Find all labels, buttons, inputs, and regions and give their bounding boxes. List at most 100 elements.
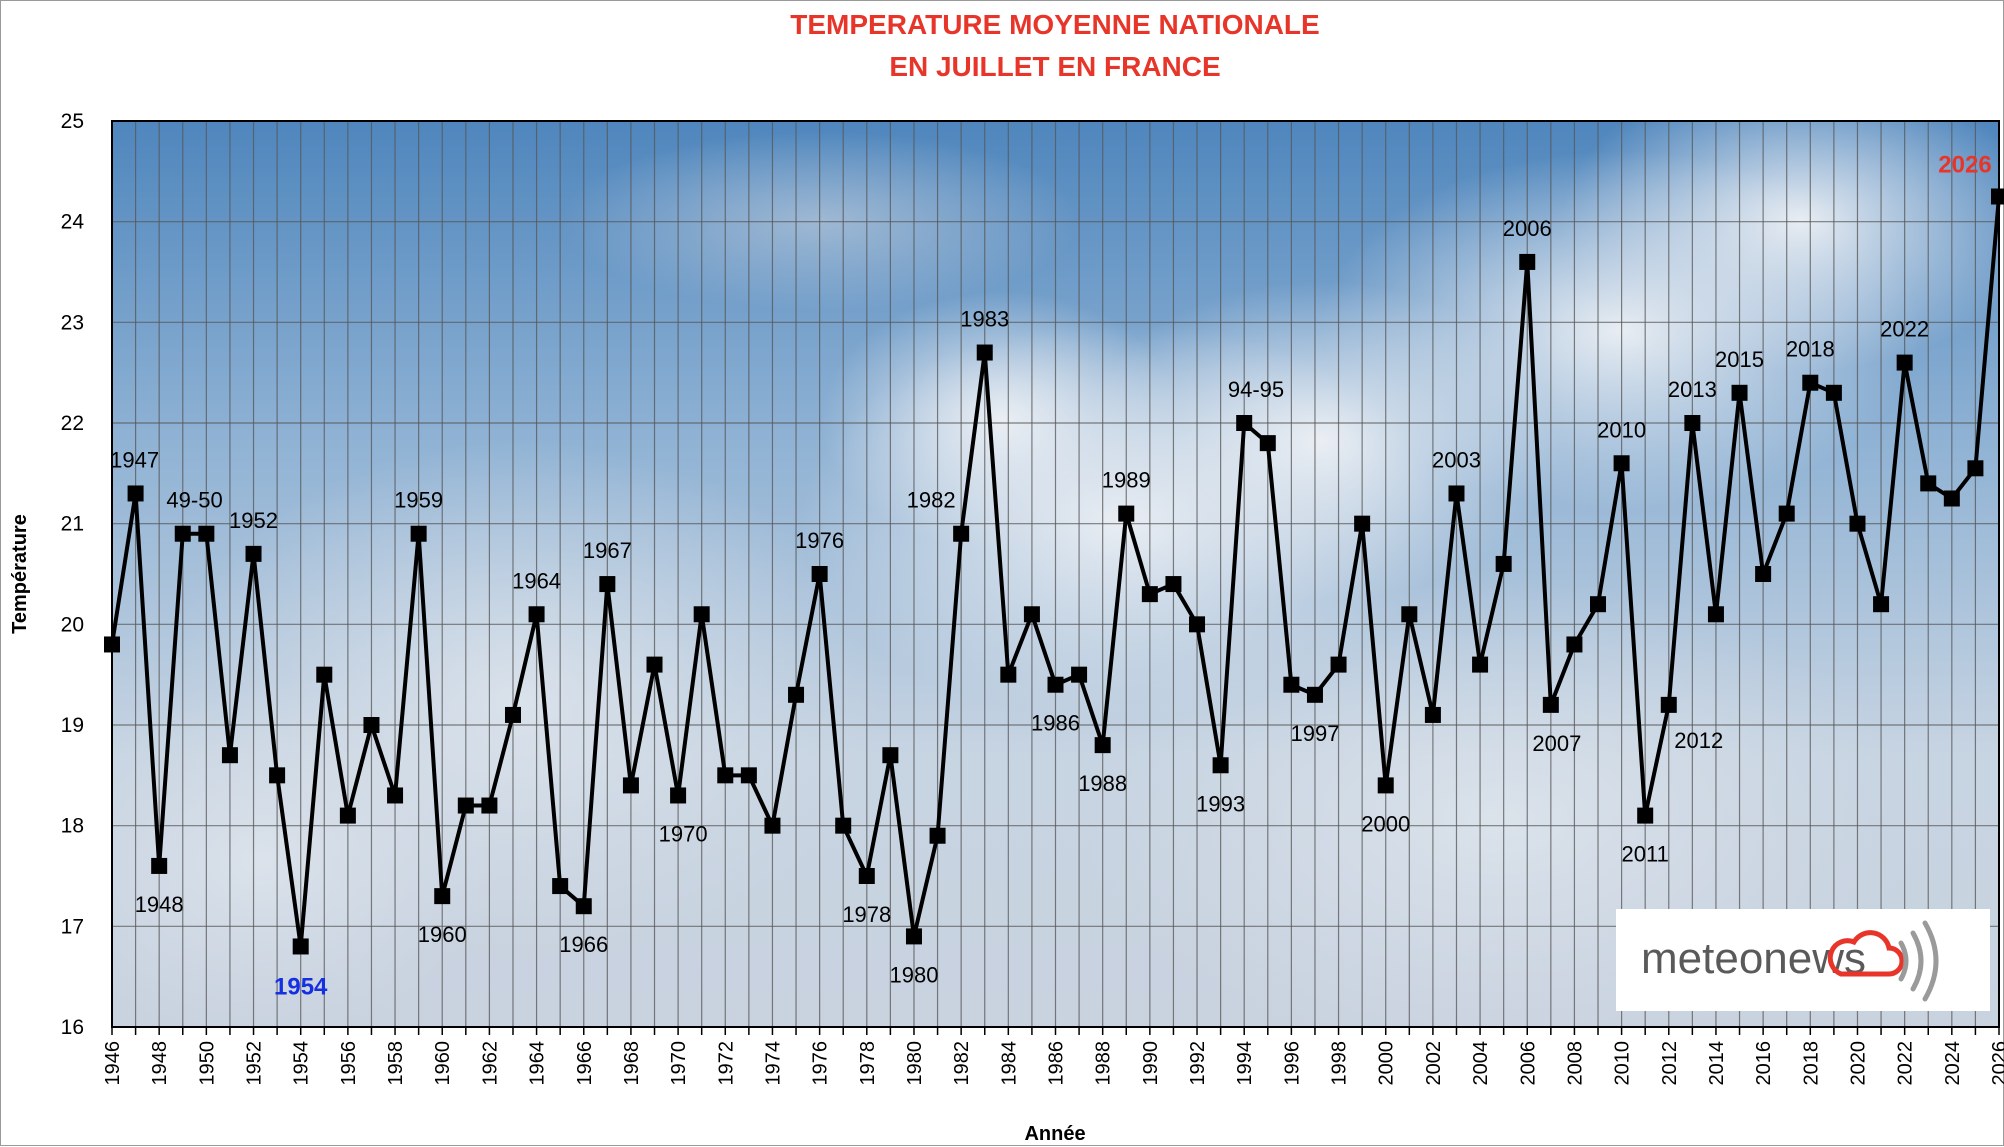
signal-waves-icon [1898,920,1939,1002]
annotation-label: 1967 [583,538,632,563]
x-tick-label: 1958 [385,1041,407,1086]
y-axis-title: Température [9,514,31,634]
data-point [599,576,616,593]
data-point [221,747,238,764]
x-tick-label: 2026 [1989,1041,2004,1086]
data-point [976,344,993,361]
y-tick-label: 23 [61,311,84,334]
x-tick-label: 1966 [574,1041,596,1086]
data-point [504,706,521,723]
x-tick-label: 1962 [479,1041,501,1086]
x-tick-label: 2020 [1847,1041,1869,1086]
annotation-label: 2026 [1938,152,1991,179]
data-point [1991,188,2004,205]
x-tick-label: 2008 [1564,1041,1586,1086]
annotation-label: 1970 [659,821,708,846]
y-tick-label: 16 [61,1016,84,1039]
annotation-label: 1959 [394,488,443,513]
annotation-label: 1986 [1031,711,1080,736]
data-point [1660,696,1677,713]
x-axis-title: Année [1024,1123,1085,1145]
data-point [858,868,875,884]
x-tick-label: 2022 [1895,1041,1917,1086]
x-tick-label: 1952 [244,1041,266,1086]
y-tick-label: 25 [61,110,84,133]
x-tick-label: 1990 [1140,1041,1162,1086]
data-point [882,747,899,764]
x-tick-label: 2006 [1517,1041,1539,1086]
annotation-label: 2015 [1715,347,1764,372]
x-tick-label: 2002 [1423,1041,1445,1086]
data-point [1424,706,1441,723]
data-point [1637,807,1654,824]
chart-title: TEMPERATURE MOYENNE NATIONALE EN JUILLET… [790,9,1319,82]
data-point [1873,596,1890,613]
data-point [1165,576,1182,593]
data-point [622,777,639,794]
data-point [127,485,144,502]
data-point [481,797,498,814]
annotation-label: 1988 [1078,771,1127,796]
data-point [1283,676,1300,693]
x-tick-label: 1956 [338,1041,360,1086]
x-tick-label: 1968 [621,1041,643,1086]
x-tick-label: 2024 [1942,1041,1964,1086]
x-tick-label: 2018 [1800,1041,1822,1086]
annotation-label: 49-50 [166,488,222,513]
meteonews-logo: meteonews [1616,909,1990,1011]
x-tick-label: 1948 [149,1041,171,1086]
x-tick-label: 2012 [1659,1041,1681,1086]
chart-title-line-2: EN JUILLET EN FRANCE [889,51,1220,82]
x-tick-label: 1998 [1329,1041,1351,1086]
data-point [1354,515,1371,532]
data-point [1212,757,1229,774]
data-point [1943,490,1960,507]
annotation-label: 2010 [1597,417,1646,442]
annotation-label: 2022 [1880,317,1929,342]
x-tick-label: 1982 [951,1041,973,1086]
x-tick-label: 1996 [1281,1041,1303,1086]
data-point [1306,686,1323,703]
y-tick-label: 22 [61,412,84,435]
x-tick-label: 1976 [810,1041,832,1086]
x-tick-label: 1992 [1187,1041,1209,1086]
data-point [528,606,545,623]
y-tick-label: 24 [61,211,85,234]
data-point [1259,435,1276,452]
annotation-label: 1952 [229,508,278,533]
annotation-label: 2000 [1361,811,1410,836]
data-point [1495,555,1512,572]
annotation-label: 94-95 [1228,377,1284,402]
data-point [1755,566,1772,582]
data-point [457,797,474,814]
data-point [1448,485,1465,502]
data-point [1802,374,1819,391]
data-point [835,817,852,834]
annotation-label: 1964 [512,568,561,593]
annotation-label: 1976 [795,528,844,553]
x-tick-label: 1954 [291,1041,313,1086]
y-tick-label: 19 [61,714,84,737]
data-point [245,545,262,562]
data-point [1472,656,1489,673]
data-point [1896,354,1913,371]
x-tick-label: 1946 [102,1041,124,1086]
data-point [1023,606,1040,623]
data-point [410,525,427,542]
annotation-label: 1960 [418,922,467,947]
data-point [1330,656,1347,673]
x-axis: 1946 1948 1950 1952 1954 1956 1958 1960 1962 1964… [102,1027,2004,1086]
data-point [1377,777,1394,794]
x-tick-label: 1984 [998,1041,1020,1086]
annotation-label: 1978 [842,902,891,927]
data-point [1189,616,1206,633]
data-point [1000,666,1017,683]
x-tick-label: 2004 [1470,1041,1492,1086]
x-tick-label: 1974 [762,1041,784,1086]
x-tick-label: 1972 [715,1041,737,1086]
data-point [1590,596,1607,613]
data-point [717,767,734,784]
annotation-label: 2011 [1622,842,1669,867]
data-point [269,767,286,784]
